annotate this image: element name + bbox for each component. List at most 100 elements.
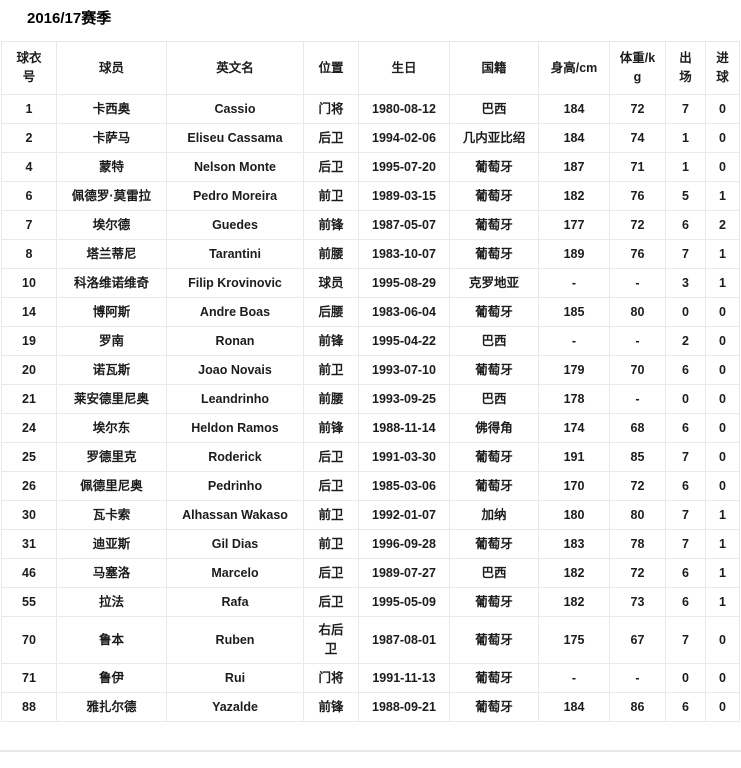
cell-birthday: 1995-05-09 bbox=[358, 587, 450, 617]
cell-height: 170 bbox=[538, 471, 610, 501]
cell-jersey-number: 2 bbox=[1, 123, 57, 153]
cell-height: 174 bbox=[538, 413, 610, 443]
cell-weight: 80 bbox=[609, 500, 666, 530]
cell-player-name-en: Marcelo bbox=[166, 558, 304, 588]
cell-player-name-cn: 马塞洛 bbox=[56, 558, 167, 588]
column-header-jersey-number: 球衣号 bbox=[1, 41, 57, 95]
cell-birthday: 1987-05-07 bbox=[358, 210, 450, 240]
table-row: 24 埃尔东 Heldon Ramos 前锋 1988-11-14 佛得角 174 68 6 0 bbox=[1, 413, 740, 443]
cell-weight: 68 bbox=[609, 413, 666, 443]
cell-player-name-en: Guedes bbox=[166, 210, 304, 240]
cell-jersey-number: 20 bbox=[1, 355, 57, 385]
cell-goals: 2 bbox=[705, 210, 740, 240]
cell-appearances: 7 bbox=[665, 94, 706, 124]
cell-weight: - bbox=[609, 326, 666, 356]
cell-birthday: 1983-10-07 bbox=[358, 239, 450, 269]
column-header-player-name-cn: 球员 bbox=[56, 41, 167, 95]
cell-height: 182 bbox=[538, 558, 610, 588]
cell-goals: 0 bbox=[705, 692, 740, 722]
cell-birthday: 1995-07-20 bbox=[358, 152, 450, 182]
cell-player-name-en: Eliseu Cassama bbox=[166, 123, 304, 153]
cell-birthday: 1980-08-12 bbox=[358, 94, 450, 124]
table-row: 19 罗南 Ronan 前锋 1995-04-22 巴西 - -2 0 bbox=[1, 326, 740, 356]
cell-player-name-en: Rui bbox=[166, 663, 304, 693]
table-row: 10 科洛维诺维奇 Filip Krovinovic 球员 1995-08-29 克罗地亚… bbox=[1, 268, 740, 298]
cell-birthday: 1989-07-27 bbox=[358, 558, 450, 588]
cell-height: 182 bbox=[538, 587, 610, 617]
cell-goals: 1 bbox=[705, 181, 740, 211]
cell-weight: 80 bbox=[609, 297, 666, 327]
cell-player-name-en: Yazalde bbox=[166, 692, 304, 722]
column-header-birthday: 生日 bbox=[358, 41, 450, 95]
cell-height: 182 bbox=[538, 181, 610, 211]
cell-jersey-number: 88 bbox=[1, 692, 57, 722]
section-divider bbox=[0, 750, 741, 752]
cell-weight: 67 bbox=[609, 616, 666, 664]
cell-appearances: 6 bbox=[665, 210, 706, 240]
cell-birthday: 1994-02-06 bbox=[358, 123, 450, 153]
cell-jersey-number: 26 bbox=[1, 471, 57, 501]
table-row: 7 埃尔德 Guedes 前锋 1987-05-07 葡萄牙 177 72 6 2 bbox=[1, 210, 740, 240]
cell-position: 前卫 bbox=[303, 181, 359, 211]
cell-player-name-en: Ruben bbox=[166, 616, 304, 664]
cell-nationality: 葡萄牙 bbox=[449, 471, 539, 501]
cell-height: - bbox=[538, 326, 610, 356]
cell-jersey-number: 24 bbox=[1, 413, 57, 443]
cell-position: 前锋 bbox=[303, 210, 359, 240]
cell-appearances: 1 bbox=[665, 123, 706, 153]
cell-height: 187 bbox=[538, 152, 610, 182]
cell-goals: 0 bbox=[705, 297, 740, 327]
cell-position: 右后卫 bbox=[303, 616, 359, 664]
cell-nationality: 葡萄牙 bbox=[449, 616, 539, 664]
cell-height: 185 bbox=[538, 297, 610, 327]
cell-player-name-cn: 拉法 bbox=[56, 587, 167, 617]
cell-weight: - bbox=[609, 384, 666, 414]
cell-birthday: 1993-07-10 bbox=[358, 355, 450, 385]
cell-player-name-cn: 科洛维诺维奇 bbox=[56, 268, 167, 298]
cell-height: - bbox=[538, 268, 610, 298]
cell-jersey-number: 30 bbox=[1, 500, 57, 530]
table-row: 1 卡西奥 Cassio 门将 1980-08-12 巴西 184 72 7 0 bbox=[1, 94, 740, 124]
cell-jersey-number: 7 bbox=[1, 210, 57, 240]
cell-nationality: 克罗地亚 bbox=[449, 268, 539, 298]
season-title: 2016/17赛季 bbox=[27, 10, 112, 27]
cell-jersey-number: 6 bbox=[1, 181, 57, 211]
cell-nationality: 葡萄牙 bbox=[449, 239, 539, 269]
cell-weight: - bbox=[609, 663, 666, 693]
cell-nationality: 葡萄牙 bbox=[449, 587, 539, 617]
cell-player-name-en: Rafa bbox=[166, 587, 304, 617]
cell-player-name-en: Nelson Monte bbox=[166, 152, 304, 182]
cell-goals: 1 bbox=[705, 587, 740, 617]
column-header-height: 身高/cm bbox=[538, 41, 610, 95]
cell-appearances: 7 bbox=[665, 239, 706, 269]
cell-player-name-en: Alhassan Wakaso bbox=[166, 500, 304, 530]
cell-goals: 1 bbox=[705, 558, 740, 588]
cell-birthday: 1991-11-13 bbox=[358, 663, 450, 693]
cell-jersey-number: 1 bbox=[1, 94, 57, 124]
cell-jersey-number: 31 bbox=[1, 529, 57, 559]
cell-position: 前卫 bbox=[303, 500, 359, 530]
cell-player-name-cn: 罗德里克 bbox=[56, 442, 167, 472]
cell-player-name-cn: 瓦卡索 bbox=[56, 500, 167, 530]
cell-player-name-cn: 埃尔德 bbox=[56, 210, 167, 240]
cell-nationality: 巴西 bbox=[449, 94, 539, 124]
table-row: 14 博阿斯 Andre Boas 后腰 1983-06-04 葡萄牙 185 80 0 0 bbox=[1, 297, 740, 327]
table-row: 46 马塞洛 Marcelo 后卫 1989-07-27 巴西 182 72 6 1 bbox=[1, 558, 740, 588]
cell-position: 前锋 bbox=[303, 692, 359, 722]
table-row: 26 佩德里尼奥 Pedrinho 后卫 1985-03-06 葡萄牙 170 72 6 0 bbox=[1, 471, 740, 501]
cell-jersey-number: 8 bbox=[1, 239, 57, 269]
cell-birthday: 1992-01-07 bbox=[358, 500, 450, 530]
column-header-goals: 进球 bbox=[705, 41, 740, 95]
cell-height: 179 bbox=[538, 355, 610, 385]
cell-jersey-number: 10 bbox=[1, 268, 57, 298]
cell-height: 177 bbox=[538, 210, 610, 240]
column-header-position: 位置 bbox=[303, 41, 359, 95]
cell-nationality: 巴西 bbox=[449, 384, 539, 414]
cell-jersey-number: 14 bbox=[1, 297, 57, 327]
cell-goals: 1 bbox=[705, 500, 740, 530]
cell-nationality: 葡萄牙 bbox=[449, 355, 539, 385]
cell-position: 后卫 bbox=[303, 442, 359, 472]
cell-player-name-cn: 诺瓦斯 bbox=[56, 355, 167, 385]
table-row: 31 迪亚斯 Gil Dias 前卫 1996-09-28 葡萄牙 183 78 7 1 bbox=[1, 529, 740, 559]
